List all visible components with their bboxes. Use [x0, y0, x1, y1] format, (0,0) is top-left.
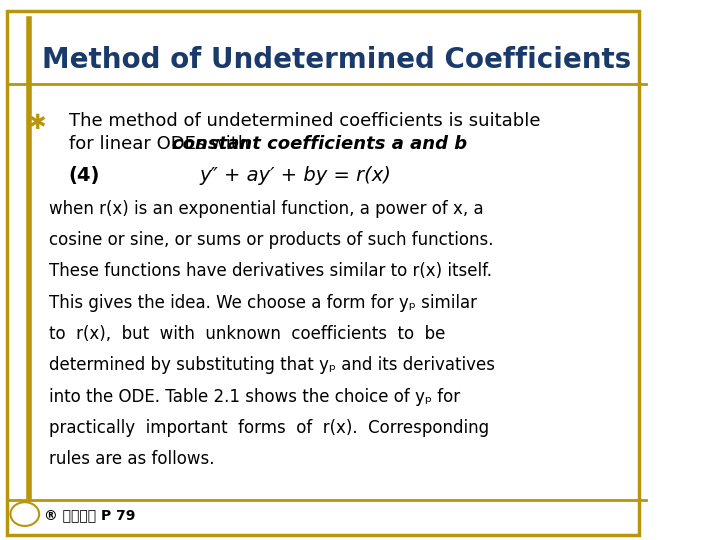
Text: practically  important  forms  of  r(x).  Corresponding: practically important forms of r(x). Cor… — [49, 419, 489, 437]
Text: cosine or sine, or sums or products of such functions.: cosine or sine, or sums or products of s… — [49, 231, 493, 249]
Text: Method of Undetermined Coefficients: Method of Undetermined Coefficients — [42, 46, 631, 74]
Text: to  r(x),  but  with  unknown  coefficients  to  be: to r(x), but with unknown coefficients t… — [49, 325, 445, 343]
Text: The method of undetermined coefficients is suitable: The method of undetermined coefficients … — [68, 112, 540, 130]
Text: (4): (4) — [68, 166, 100, 185]
Text: ✱: ✱ — [29, 113, 47, 133]
Text: These functions have derivatives similar to r(x) itself.: These functions have derivatives similar… — [49, 262, 492, 280]
Text: rules are as follows.: rules are as follows. — [49, 450, 215, 468]
Text: ® 歐亞書局 P 79: ® 歐亞書局 P 79 — [45, 509, 136, 523]
Text: when r(x) is an exponential function, a power of x, a: when r(x) is an exponential function, a … — [49, 200, 484, 218]
Text: determined by substituting that yₚ and its derivatives: determined by substituting that yₚ and i… — [49, 356, 495, 374]
Text: y″ + ay′ + by = r(x): y″ + ay′ + by = r(x) — [199, 166, 391, 185]
FancyBboxPatch shape — [6, 11, 639, 535]
Text: into the ODE. Table 2.1 shows the choice of yₚ for: into the ODE. Table 2.1 shows the choice… — [49, 388, 460, 406]
Text: constant coefficients a and b: constant coefficients a and b — [171, 135, 467, 153]
Text: This gives the idea. We choose a form for yₚ similar: This gives the idea. We choose a form fo… — [49, 294, 477, 312]
Text: for linear ODEs with: for linear ODEs with — [68, 135, 254, 153]
